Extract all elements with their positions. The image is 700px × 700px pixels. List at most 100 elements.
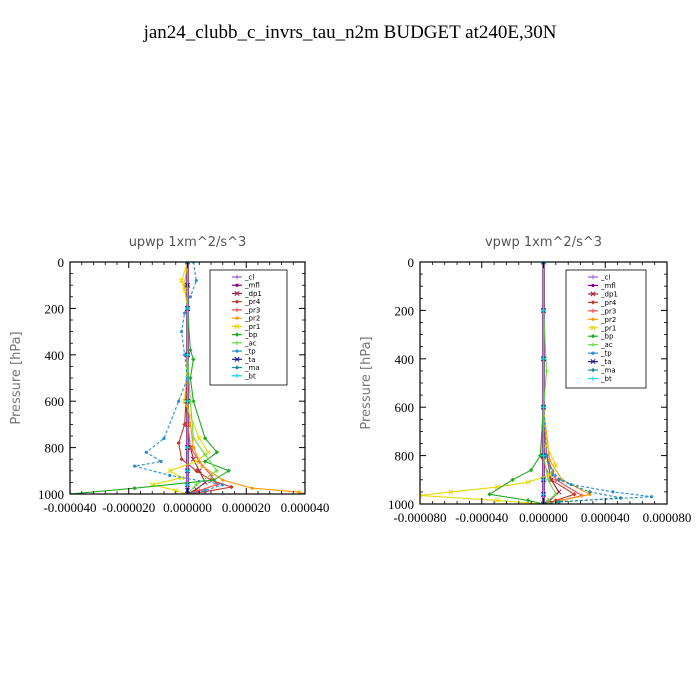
legend-entry-ta: _ta xyxy=(588,358,612,366)
series-point xyxy=(234,356,240,362)
series-point xyxy=(185,468,190,473)
chart-panel-1: upwp 1xm^2/s^3 Pressure [hPa] 0 200 400 600 80… xyxy=(9,235,329,515)
series-point xyxy=(235,349,239,353)
series-point xyxy=(234,274,240,280)
series-point xyxy=(541,492,546,497)
series-point xyxy=(590,300,596,305)
x-tick-label: -0.000020 xyxy=(102,500,155,515)
series-point xyxy=(214,450,220,455)
legend-entry-pr1: _pr1 xyxy=(232,323,260,331)
series-point xyxy=(544,454,549,458)
series-point xyxy=(205,449,211,455)
legend-label: _pr3 xyxy=(600,307,616,315)
legend-entry-pr2: _pr2 xyxy=(232,315,260,323)
series-point xyxy=(185,306,190,311)
legend-entry-bt: _bt xyxy=(232,372,256,380)
series-point xyxy=(184,491,191,494)
series-point xyxy=(553,492,559,497)
x-tick-label: 0.000040 xyxy=(581,510,630,525)
legend-entry-pr1: _pr1 xyxy=(588,324,616,332)
series-point xyxy=(191,399,196,404)
series-point xyxy=(611,490,615,494)
panel-title: upwp 1xm^2/s^3 xyxy=(129,235,247,250)
series-line xyxy=(70,262,230,494)
legend-label: _tp xyxy=(600,350,612,358)
series-point xyxy=(590,274,596,280)
series-point xyxy=(185,482,190,487)
series-point xyxy=(538,453,543,458)
series-point xyxy=(194,482,199,487)
legend-label: _bp xyxy=(600,333,614,341)
series-point xyxy=(182,422,187,427)
series-line xyxy=(152,262,209,494)
series-point xyxy=(191,436,196,441)
series-point xyxy=(234,365,240,370)
series-point xyxy=(211,477,217,483)
series-point xyxy=(185,399,190,404)
series-point xyxy=(487,492,492,497)
series-bp xyxy=(70,262,231,494)
legend-label: _ma xyxy=(244,364,260,372)
series-point xyxy=(590,359,596,365)
figure-title: jan24_clubb_c_invrs_tau_n2m BUDGET at240… xyxy=(143,22,557,43)
legend-entry-tp: _tp xyxy=(588,350,612,358)
series-point xyxy=(649,495,654,499)
y-tick-label: 800 xyxy=(395,449,415,464)
y-tick-label: 400 xyxy=(395,352,415,367)
legend-entry-bp: _bp xyxy=(588,333,614,341)
y-tick-label: 1000 xyxy=(388,497,414,512)
series-point xyxy=(194,468,199,473)
series-point xyxy=(221,478,225,482)
legend: _cl_mfl_dp1_pr4_pr3_pr2_pr1_bp_ac_tp_ta_… xyxy=(209,269,288,386)
y-tick-label: 0 xyxy=(58,255,65,270)
series-point xyxy=(202,452,208,457)
legend-label: _pr3 xyxy=(244,306,260,314)
legend-label: _cl xyxy=(600,274,610,282)
legend-label: _ta xyxy=(244,356,256,364)
series-point xyxy=(234,373,240,378)
series-point xyxy=(541,405,546,410)
series-point xyxy=(182,353,187,357)
y-tick-label: 200 xyxy=(45,301,65,316)
series-point xyxy=(544,368,549,374)
series-point xyxy=(234,340,240,346)
legend-label: _bt xyxy=(600,375,612,383)
series-point xyxy=(556,477,562,482)
series-point xyxy=(235,316,239,320)
series-point xyxy=(590,334,596,339)
legend-label: _ac xyxy=(244,339,257,347)
series-line xyxy=(420,262,557,504)
series-point xyxy=(221,483,225,487)
series-point xyxy=(528,467,534,473)
series-point xyxy=(590,291,596,297)
series-point xyxy=(234,299,240,304)
legend-entry-dp1: _dp1 xyxy=(588,290,618,298)
series-point xyxy=(188,295,193,299)
legend-label: _tp xyxy=(244,348,256,356)
series-point xyxy=(179,475,185,481)
series-point xyxy=(159,459,163,464)
series-point xyxy=(173,487,179,494)
series-point xyxy=(510,477,515,482)
legend-entry-ac: _ac xyxy=(232,339,257,347)
series-bp xyxy=(487,262,546,504)
legend-entry-ma: _ma xyxy=(588,367,616,375)
legend-entry-mfl: _mfl xyxy=(588,282,616,290)
series-point xyxy=(144,450,148,454)
x-tick-label: -0.000040 xyxy=(455,510,508,525)
panel-title: vpwp 1xm^2/s^3 xyxy=(485,235,602,250)
series-point xyxy=(203,488,207,493)
plot-area xyxy=(70,262,305,494)
series-point xyxy=(182,287,188,293)
series-point xyxy=(234,323,240,329)
series-point xyxy=(167,468,173,474)
legend-entry-bp: _bp xyxy=(232,331,258,339)
legend-label: _dp1 xyxy=(600,290,618,298)
series-point xyxy=(185,352,190,357)
legend-entry-pr4: _pr4 xyxy=(232,298,261,306)
legend-label: _mfl xyxy=(244,282,260,290)
series-point xyxy=(549,477,554,482)
series-point xyxy=(202,436,208,441)
series-point xyxy=(179,278,185,284)
